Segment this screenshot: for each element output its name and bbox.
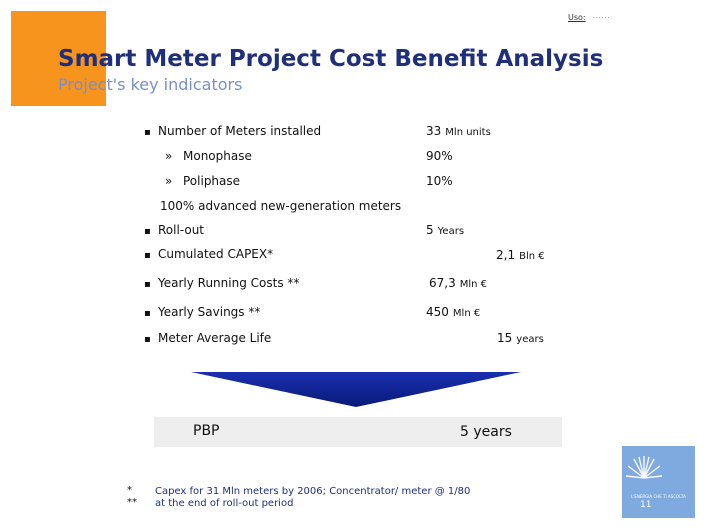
value-unit: years (516, 334, 544, 345)
value-unit: Mln units (445, 127, 491, 138)
page-subtitle: Project's key indicators (58, 75, 243, 94)
enel-wordmark: Enel (640, 21, 672, 36)
page-number: 11 (640, 500, 652, 510)
indicator-label: Yearly Savings ** (158, 305, 261, 319)
indicator-savings: ▪ Yearly Savings ** (144, 305, 260, 319)
indicator-value-running-costs: 67,3 Mln € (429, 276, 487, 290)
indicator-value-rollout: 5 Years (426, 223, 464, 237)
value-number: 5 (426, 223, 434, 237)
indicator-poliphase: » Poliphase (165, 174, 240, 188)
page-title: Smart Meter Project Cost Benefit Analysi… (58, 46, 604, 72)
footnote-text-2: at the end of roll-out period (155, 498, 294, 509)
value-unit: Years (437, 226, 465, 237)
indicator-label: Poliphase (183, 174, 241, 188)
value-unit: Mln € (459, 279, 488, 290)
value-number: 67,3 (429, 276, 456, 290)
bullet-icon: ▪ (144, 226, 151, 237)
indicator-label: Number of Meters installed (158, 124, 322, 138)
indicator-label: Roll-out (158, 223, 205, 237)
enel-tagline: L'ENERGIA CHE TI ASCOLTA (631, 494, 686, 499)
pbp-panel (154, 417, 562, 447)
bullet-icon: ▪ (144, 250, 151, 261)
advanced-meters-note: 100% advanced new-generation meters (160, 199, 402, 213)
orange-accent-block (11, 11, 106, 106)
bullet-icon: ▪ (144, 279, 151, 290)
footnote-text-1: Capex for 31 Mln meters by 2006; Concent… (155, 486, 471, 497)
pbp-label: PBP (193, 423, 220, 439)
footnote-mark-2: ** (127, 497, 137, 508)
sub-bullet-icon: » (165, 174, 173, 188)
indicator-value-meters: 33 Mln units (426, 124, 491, 138)
uso-label: Uso: (568, 13, 586, 22)
down-arrow-icon (191, 372, 521, 407)
indicator-label: Monophase (183, 149, 252, 163)
indicator-value-capex: 2,1 Bln € (496, 248, 545, 262)
enel-burst-icon (625, 456, 663, 479)
bullet-icon: ▪ (144, 308, 151, 319)
indicator-value-monophase: 90% (426, 149, 453, 163)
value-number: 2,1 (496, 248, 516, 262)
indicator-label: Meter Average Life (158, 331, 272, 345)
enel-logo: L'ENERGIA CHE TI ASCOLTA (622, 446, 695, 518)
value-unit: Bln € (519, 251, 545, 262)
value-number: 33 (426, 124, 442, 138)
indicator-meters: ▪ Number of Meters installed (144, 124, 321, 138)
indicator-monophase: » Monophase (165, 149, 252, 163)
indicator-value-poliphase: 10% (426, 174, 453, 188)
indicator-value-meter-life: 15 years (497, 331, 544, 345)
indicator-rollout: ▪ Roll-out (144, 223, 204, 237)
indicator-label: Yearly Running Costs ** (158, 276, 300, 290)
pbp-value: 5 years (460, 424, 512, 440)
indicator-capex: ▪ Cumulated CAPEX* (144, 247, 273, 261)
bullet-icon: ▪ (144, 127, 151, 138)
indicator-meter-life: ▪ Meter Average Life (144, 331, 271, 345)
indicator-label: Cumulated CAPEX* (158, 247, 274, 261)
indicator-running-costs: ▪ Yearly Running Costs ** (144, 276, 299, 290)
sub-bullet-icon: » (165, 149, 173, 163)
footnote-mark-1: * (127, 485, 132, 496)
indicator-value-savings: 450 Mln € (426, 305, 480, 319)
uso-value: ...... (593, 13, 611, 20)
value-number: 450 (426, 305, 449, 319)
value-number: 15 (497, 331, 513, 345)
value-unit: Mln € (452, 308, 481, 319)
bullet-icon: ▪ (144, 334, 151, 345)
